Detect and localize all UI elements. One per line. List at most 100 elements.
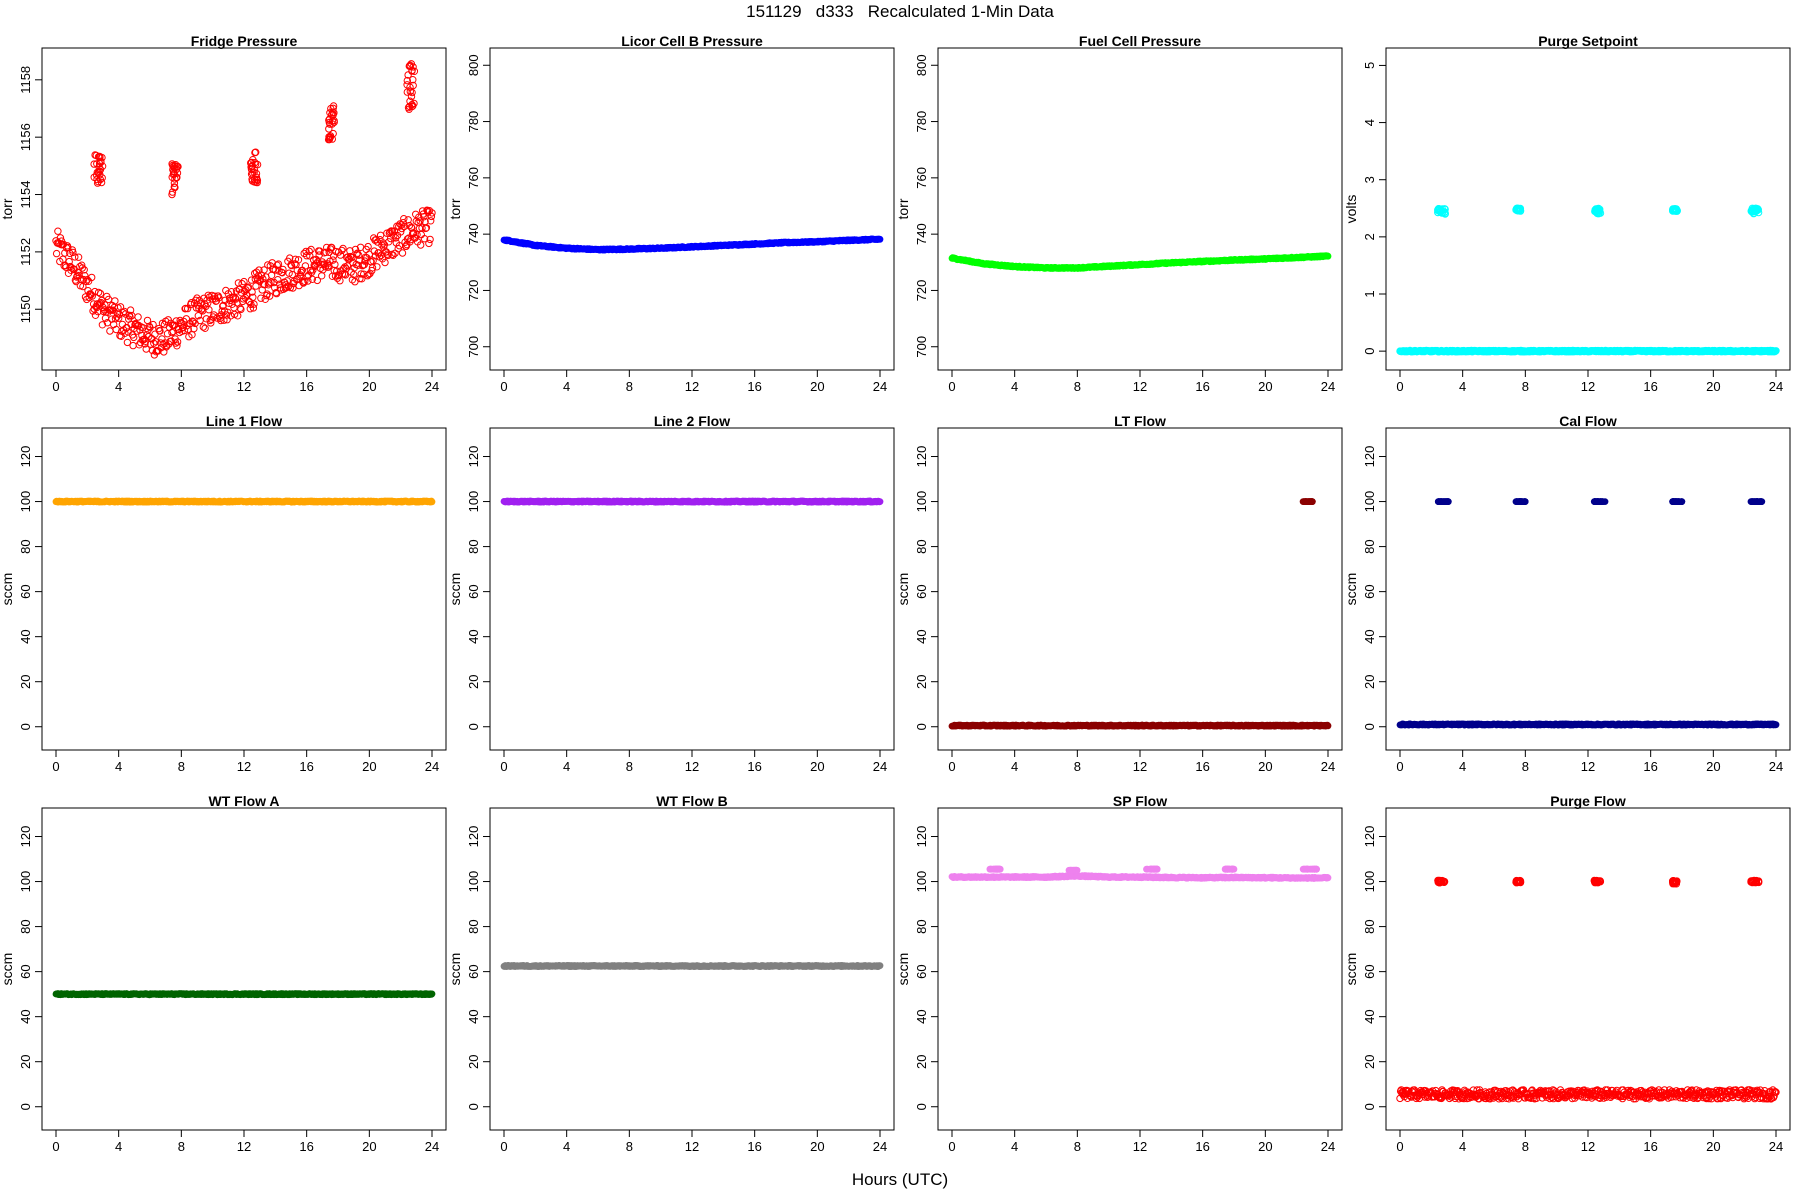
data-points xyxy=(52,60,436,359)
data-point xyxy=(296,271,305,279)
y-tick-label: 2 xyxy=(1362,233,1377,240)
data-point xyxy=(148,346,157,355)
y-axis-label: torr xyxy=(0,198,15,219)
y-tick-label: 760 xyxy=(466,167,481,189)
data-point xyxy=(232,295,240,303)
data-point xyxy=(143,331,151,339)
data-point xyxy=(215,294,223,302)
data-point xyxy=(83,276,92,284)
panel-title: Cal Flow xyxy=(1559,413,1617,429)
data-point xyxy=(409,63,417,71)
data-point xyxy=(116,303,125,311)
data-point xyxy=(91,311,100,319)
data-point xyxy=(149,320,157,329)
x-tick-label: 8 xyxy=(1074,379,1081,394)
data-point xyxy=(1671,205,1679,213)
data-point xyxy=(400,215,408,223)
data-point xyxy=(1749,209,1758,218)
y-tick-label: 100 xyxy=(1362,491,1377,513)
y-tick-label: 0 xyxy=(466,723,481,730)
data-point xyxy=(156,327,164,335)
x-tick-label: 16 xyxy=(1643,759,1657,774)
x-tick-label: 24 xyxy=(1321,759,1335,774)
data-point xyxy=(92,171,101,179)
data-point xyxy=(408,88,416,97)
data-point xyxy=(238,280,246,288)
data-point xyxy=(1434,206,1442,215)
data-point xyxy=(427,217,435,225)
y-tick-label: 740 xyxy=(914,223,929,245)
data-points xyxy=(52,497,436,506)
data-point xyxy=(252,173,261,181)
data-point xyxy=(409,76,417,84)
data-point xyxy=(168,173,176,182)
data-point xyxy=(291,260,299,268)
data-points xyxy=(1396,204,1780,356)
data-point xyxy=(95,152,104,161)
x-tick-label: 0 xyxy=(52,379,59,394)
data-point xyxy=(876,235,884,243)
x-tick-label: 20 xyxy=(810,379,824,394)
data-point xyxy=(1441,205,1449,213)
data-point xyxy=(323,260,331,268)
data-point xyxy=(249,293,257,301)
data-point xyxy=(379,239,387,247)
data-point xyxy=(52,249,61,258)
data-point xyxy=(173,162,181,171)
y-tick-label: 1154 xyxy=(18,181,33,209)
plot-frame xyxy=(41,427,447,751)
data-point xyxy=(113,313,121,321)
data-point xyxy=(129,341,137,350)
data-point xyxy=(126,306,135,314)
data-point xyxy=(1515,206,1523,214)
data-point xyxy=(406,87,414,96)
x-tick-label: 12 xyxy=(237,759,251,774)
data-point xyxy=(71,253,79,261)
data-point xyxy=(405,221,414,230)
data-point xyxy=(168,328,176,337)
data-point xyxy=(194,312,203,320)
x-tick-label: 16 xyxy=(747,759,761,774)
x-tick-label: 24 xyxy=(1769,379,1783,394)
data-point xyxy=(328,120,336,128)
data-point xyxy=(272,289,281,298)
data-point xyxy=(427,212,436,221)
y-tick-label: 4 xyxy=(1362,119,1377,126)
data-point xyxy=(409,81,417,90)
y-tick-label: 5 xyxy=(1362,62,1377,69)
data-point xyxy=(313,276,321,285)
data-point xyxy=(247,159,255,167)
x-tick-label: 20 xyxy=(362,759,376,774)
y-tick-label: 720 xyxy=(914,280,929,302)
x-tick-label: 12 xyxy=(1133,759,1147,774)
data-point xyxy=(143,316,152,325)
data-points xyxy=(948,498,1332,730)
y-tick-label: 40 xyxy=(1362,629,1377,643)
y-tick-label: 720 xyxy=(466,280,481,302)
data-point xyxy=(150,339,158,347)
x-tick-label: 24 xyxy=(425,379,439,394)
x-tick-label: 4 xyxy=(115,379,122,394)
data-point xyxy=(328,243,336,252)
x-tick-label: 0 xyxy=(500,759,507,774)
data-point xyxy=(339,244,347,253)
y-tick-label: 1152 xyxy=(18,238,33,266)
x-tick-label: 0 xyxy=(500,379,507,394)
data-point xyxy=(294,256,303,264)
data-point xyxy=(130,333,138,342)
data-point xyxy=(1324,722,1332,730)
y-tick-label: 80 xyxy=(914,539,929,553)
figure-title: 151129 d333 Recalculated 1-Min Data xyxy=(746,2,1054,21)
x-tick-label: 0 xyxy=(52,759,59,774)
data-point xyxy=(286,254,294,262)
data-point xyxy=(307,245,315,254)
panel-title: Purge Setpoint xyxy=(1538,33,1638,49)
data-point xyxy=(420,213,428,221)
x-tick-label: 24 xyxy=(425,759,439,774)
data-point xyxy=(1302,498,1310,505)
y-tick-label: 100 xyxy=(18,491,33,513)
x-tick-label: 16 xyxy=(1195,379,1209,394)
data-point xyxy=(267,278,275,286)
